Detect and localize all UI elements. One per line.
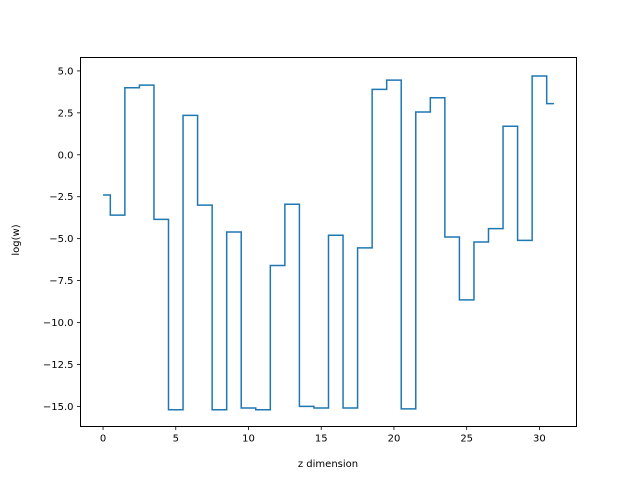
x-tick-label: 20 xyxy=(388,434,401,445)
y-tick-label: −12.5 xyxy=(43,360,74,371)
x-tick-label: 25 xyxy=(460,434,473,445)
x-tick-label: 10 xyxy=(242,434,255,445)
axes-frame xyxy=(80,57,577,427)
x-tick-label: 15 xyxy=(315,434,328,445)
x-tick-label: 5 xyxy=(173,434,179,445)
y-tick-label: −7.5 xyxy=(49,276,73,287)
x-axis-label: z dimension xyxy=(298,459,358,470)
y-tick-label: −5.0 xyxy=(49,234,73,245)
series-line xyxy=(103,75,554,411)
y-tick-label: 2.5 xyxy=(58,108,74,119)
y-tick-label: −2.5 xyxy=(49,192,73,203)
x-axis-ticks: 0 5 10 15 20 25 30 xyxy=(100,426,546,445)
x-tick-label: 30 xyxy=(533,434,546,445)
x-tick-label: 0 xyxy=(100,434,106,445)
plot-area xyxy=(103,75,554,411)
y-axis-label: log(w) xyxy=(11,224,22,255)
y-tick-label: −10.0 xyxy=(43,318,74,329)
y-axis-ticks: 5.0 2.5 0.0 −2.5 −5.0 −7.5 −10.0 −12.5 −15.0 xyxy=(43,66,81,413)
y-tick-label: 0.0 xyxy=(58,150,74,161)
y-tick-label: 5.0 xyxy=(58,66,74,77)
y-tick-label: −15.0 xyxy=(43,402,74,413)
